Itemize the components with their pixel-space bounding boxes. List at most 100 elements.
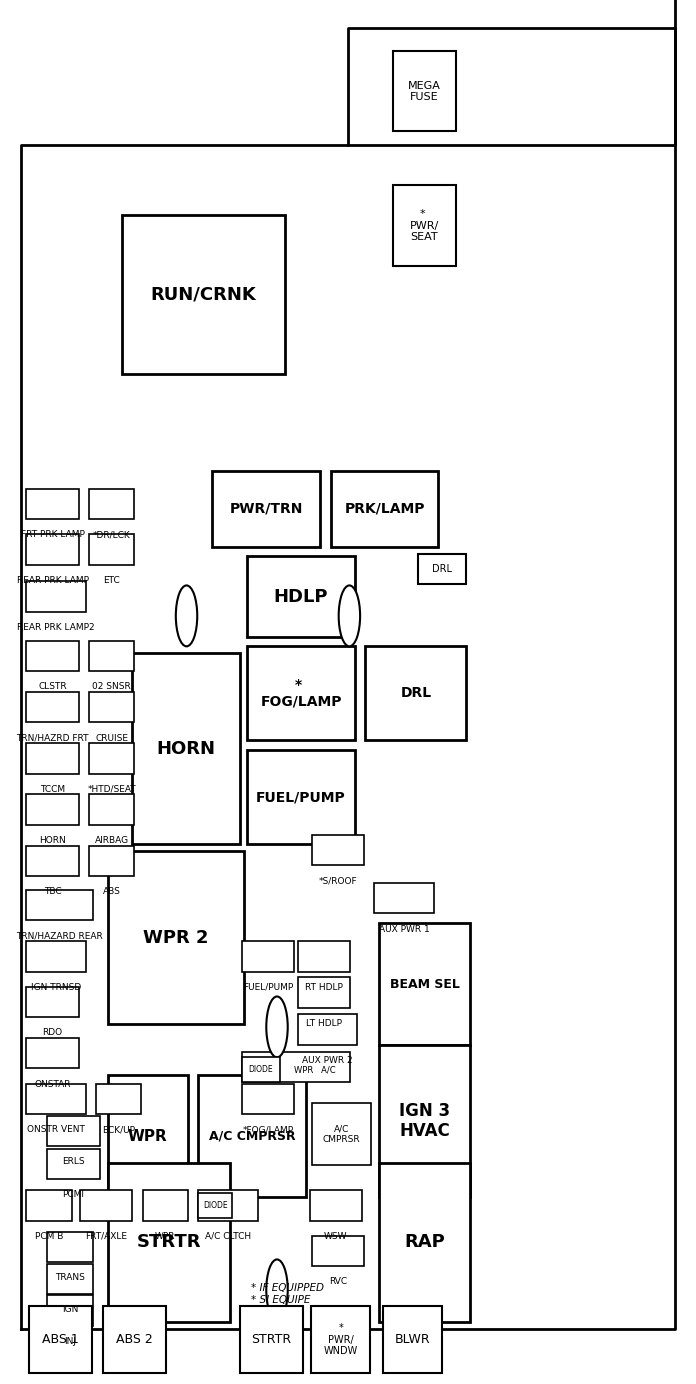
Text: ETC: ETC — [103, 576, 120, 585]
Bar — [47, 1116, 100, 1146]
Ellipse shape — [339, 585, 360, 646]
Text: RVC: RVC — [329, 1277, 347, 1287]
Ellipse shape — [267, 1259, 287, 1320]
Bar — [47, 1232, 93, 1262]
Text: ERLS: ERLS — [62, 1157, 85, 1167]
Bar — [89, 846, 134, 876]
Text: WPR: WPR — [155, 1232, 175, 1241]
Bar — [212, 471, 320, 547]
Text: *DR/LCK: *DR/LCK — [93, 530, 131, 540]
Text: BEAM SEL: BEAM SEL — [390, 977, 459, 991]
Text: STRTR: STRTR — [136, 1233, 201, 1251]
Bar — [132, 653, 240, 844]
Text: DIODE: DIODE — [248, 1066, 274, 1074]
Bar — [26, 581, 86, 612]
Bar — [26, 1038, 79, 1068]
Bar — [311, 1306, 370, 1373]
Bar — [26, 534, 79, 565]
Text: *S/ROOF: *S/ROOF — [319, 876, 357, 886]
Text: REAR PRK LAMP2: REAR PRK LAMP2 — [17, 623, 95, 632]
Text: STRTR: STRTR — [251, 1333, 292, 1347]
Text: TBC: TBC — [44, 887, 61, 897]
Text: DRL: DRL — [400, 686, 432, 700]
Text: AUX PWR 1: AUX PWR 1 — [379, 925, 429, 934]
Text: *FOG/LAMP: *FOG/LAMP — [243, 1125, 294, 1135]
Bar — [312, 835, 364, 865]
Text: TRANS: TRANS — [55, 1273, 85, 1283]
Text: ONSTR VENT: ONSTR VENT — [27, 1125, 85, 1135]
Text: WPR 2: WPR 2 — [143, 929, 209, 947]
Text: A/C CMPRSR: A/C CMPRSR — [209, 1129, 296, 1143]
Bar — [26, 941, 86, 972]
Bar — [26, 692, 79, 722]
Text: WPR   A/C: WPR A/C — [294, 1066, 336, 1074]
Text: ABS 1: ABS 1 — [42, 1333, 79, 1347]
Text: FRT PRK LAMP: FRT PRK LAMP — [21, 530, 84, 540]
Text: TRN/HAZARD REAR: TRN/HAZARD REAR — [16, 931, 103, 941]
Bar — [379, 923, 470, 1045]
Text: TCCM: TCCM — [40, 785, 65, 794]
Text: MEGA
FUSE: MEGA FUSE — [408, 80, 441, 102]
Text: INJ: INJ — [64, 1337, 76, 1347]
Text: TRN/HAZRD FRT: TRN/HAZRD FRT — [16, 734, 89, 743]
Bar — [240, 1306, 303, 1373]
Bar — [26, 1190, 72, 1221]
Text: LT HDLP: LT HDLP — [306, 1019, 342, 1028]
Bar — [108, 1163, 230, 1322]
Text: FUEL/PUMP: FUEL/PUMP — [256, 790, 346, 804]
Ellipse shape — [267, 996, 287, 1057]
Bar — [298, 941, 350, 972]
Text: PRK/LAMP: PRK/LAMP — [345, 501, 425, 516]
Text: HORN: HORN — [39, 836, 66, 846]
Bar — [242, 1052, 350, 1082]
Bar — [247, 556, 355, 637]
Bar — [298, 977, 350, 1008]
Bar — [122, 215, 285, 374]
Bar — [26, 987, 79, 1017]
Ellipse shape — [176, 585, 197, 646]
Bar — [198, 1190, 258, 1221]
Bar — [26, 890, 93, 920]
Text: A/C CLTCH: A/C CLTCH — [205, 1232, 251, 1241]
Text: * 
FOG/LAMP: * FOG/LAMP — [260, 678, 342, 709]
Bar — [379, 1045, 470, 1197]
Text: AUX PWR 2: AUX PWR 2 — [302, 1056, 353, 1066]
Bar — [198, 1193, 232, 1218]
Bar — [298, 1014, 357, 1045]
Bar — [89, 692, 134, 722]
Bar — [242, 941, 294, 972]
Bar — [26, 1084, 86, 1114]
Text: HORN: HORN — [157, 739, 216, 758]
Text: IGN 3
HVAC: IGN 3 HVAC — [399, 1102, 450, 1140]
Text: CRUISE: CRUISE — [95, 734, 128, 743]
Bar — [393, 185, 456, 266]
Text: *
PWR/
WNDW: * PWR/ WNDW — [324, 1323, 358, 1356]
Text: 02 SNSR: 02 SNSR — [93, 682, 131, 692]
Text: RDO: RDO — [42, 1028, 63, 1038]
Text: FRT/AXLE: FRT/AXLE — [85, 1232, 127, 1241]
Text: AIRBAG: AIRBAG — [95, 836, 129, 846]
Text: WPR: WPR — [128, 1129, 168, 1143]
Bar — [331, 471, 438, 547]
Text: FUEL/PUMP: FUEL/PUMP — [243, 983, 294, 992]
Bar — [312, 1103, 371, 1165]
Bar — [26, 794, 79, 825]
Bar — [418, 554, 466, 584]
Bar — [108, 851, 244, 1024]
Bar — [312, 1236, 364, 1266]
Bar — [383, 1306, 442, 1373]
Bar — [26, 489, 79, 519]
Bar — [242, 1084, 294, 1114]
Bar — [26, 846, 79, 876]
Bar — [26, 743, 79, 774]
Bar — [374, 883, 434, 913]
Text: PCMI: PCMI — [63, 1190, 84, 1200]
Text: RT HDLP: RT HDLP — [305, 983, 343, 992]
Text: WSW: WSW — [324, 1232, 347, 1241]
Text: ONSTAR: ONSTAR — [34, 1080, 71, 1089]
Bar — [89, 489, 134, 519]
Bar — [80, 1190, 132, 1221]
Text: BLWR: BLWR — [395, 1333, 430, 1347]
Bar — [198, 1075, 306, 1197]
Bar — [247, 750, 355, 844]
